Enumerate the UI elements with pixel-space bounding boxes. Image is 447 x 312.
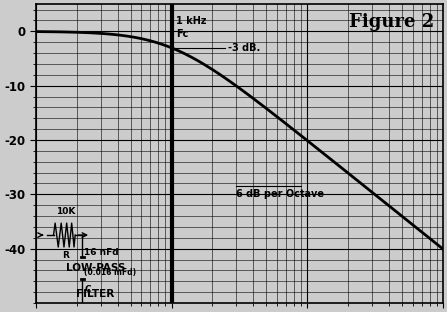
Text: Figure 2: Figure 2 [350,13,434,31]
Text: C: C [84,285,91,294]
Text: 6 dB per Octave: 6 dB per Octave [236,189,324,199]
Text: -3 dB.: -3 dB. [228,43,260,53]
Text: 10K: 10K [55,207,75,216]
Text: (0.016 mFd): (0.016 mFd) [84,268,136,277]
Text: R: R [62,251,69,260]
Text: LOW-PASS: LOW-PASS [66,263,125,273]
Text: Fc: Fc [176,29,188,39]
Text: 1 kHz: 1 kHz [176,16,207,26]
Text: FILTER: FILTER [76,290,114,300]
Text: 16 nFd: 16 nFd [84,248,119,257]
